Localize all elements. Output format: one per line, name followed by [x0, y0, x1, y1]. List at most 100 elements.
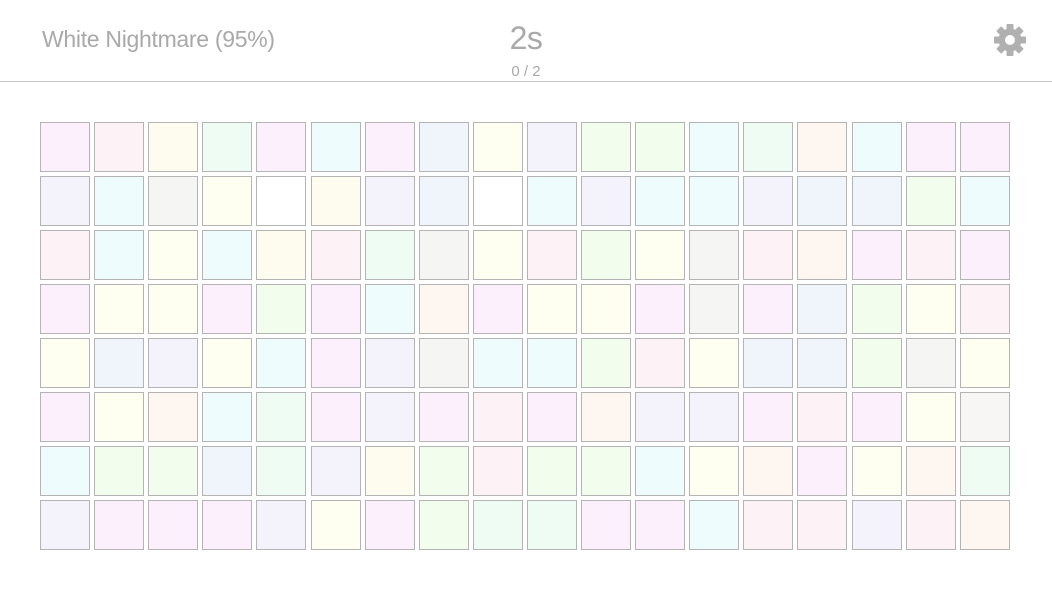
tile[interactable]: [419, 446, 469, 496]
tile[interactable]: [365, 230, 415, 280]
tile[interactable]: [419, 338, 469, 388]
tile[interactable]: [311, 176, 361, 226]
tile[interactable]: [635, 230, 685, 280]
tile[interactable]: [960, 122, 1010, 172]
tile[interactable]: [960, 446, 1010, 496]
tile[interactable]: [689, 230, 739, 280]
tile[interactable]: [256, 122, 306, 172]
tile[interactable]: [689, 500, 739, 550]
tile[interactable]: [743, 446, 793, 496]
tile[interactable]: [94, 392, 144, 442]
tile[interactable]: [419, 284, 469, 334]
tile[interactable]: [906, 230, 956, 280]
tile[interactable]: [256, 392, 306, 442]
tile[interactable]: [689, 392, 739, 442]
tile[interactable]: [311, 500, 361, 550]
tile[interactable]: [419, 500, 469, 550]
tile[interactable]: [581, 500, 631, 550]
tile[interactable]: [689, 446, 739, 496]
tile[interactable]: [202, 176, 252, 226]
tile[interactable]: [473, 338, 523, 388]
tile[interactable]: [40, 500, 90, 550]
tile[interactable]: [40, 122, 90, 172]
tile[interactable]: [689, 338, 739, 388]
tile[interactable]: [527, 392, 577, 442]
tile[interactable]: [202, 122, 252, 172]
tile[interactable]: [635, 176, 685, 226]
tile[interactable]: [419, 392, 469, 442]
tile[interactable]: [527, 122, 577, 172]
tile[interactable]: [581, 446, 631, 496]
tile[interactable]: [94, 500, 144, 550]
tile[interactable]: [960, 500, 1010, 550]
tile[interactable]: [852, 230, 902, 280]
tile[interactable]: [473, 500, 523, 550]
tile[interactable]: [40, 176, 90, 226]
tile[interactable]: [311, 392, 361, 442]
tile[interactable]: [797, 230, 847, 280]
tile[interactable]: [797, 338, 847, 388]
tile[interactable]: [94, 338, 144, 388]
tile[interactable]: [635, 284, 685, 334]
tile[interactable]: [581, 176, 631, 226]
tile[interactable]: [635, 338, 685, 388]
tile[interactable]: [743, 122, 793, 172]
tile[interactable]: [311, 446, 361, 496]
tile[interactable]: [40, 338, 90, 388]
tile[interactable]: [256, 230, 306, 280]
tile[interactable]: [473, 446, 523, 496]
tile[interactable]: [743, 392, 793, 442]
tile[interactable]: [256, 284, 306, 334]
tile[interactable]: [797, 500, 847, 550]
tile[interactable]: [797, 284, 847, 334]
tile[interactable]: [743, 500, 793, 550]
tile[interactable]: [365, 500, 415, 550]
tile[interactable]: [797, 122, 847, 172]
tile[interactable]: [148, 176, 198, 226]
tile[interactable]: [527, 338, 577, 388]
tile[interactable]: [689, 122, 739, 172]
tile[interactable]: [906, 338, 956, 388]
tile[interactable]: [202, 500, 252, 550]
tile[interactable]: [40, 230, 90, 280]
tile[interactable]: [906, 392, 956, 442]
tile[interactable]: [527, 446, 577, 496]
tile[interactable]: [635, 392, 685, 442]
tile[interactable]: [94, 284, 144, 334]
tile[interactable]: [797, 176, 847, 226]
tile[interactable]: [527, 284, 577, 334]
tile[interactable]: [311, 230, 361, 280]
tile[interactable]: [473, 176, 523, 226]
tile[interactable]: [635, 122, 685, 172]
tile[interactable]: [148, 392, 198, 442]
tile[interactable]: [365, 176, 415, 226]
tile[interactable]: [365, 392, 415, 442]
tile[interactable]: [311, 284, 361, 334]
tile[interactable]: [419, 176, 469, 226]
tile[interactable]: [473, 284, 523, 334]
tile[interactable]: [906, 500, 956, 550]
tile[interactable]: [311, 338, 361, 388]
tile[interactable]: [852, 446, 902, 496]
tile[interactable]: [365, 338, 415, 388]
tile[interactable]: [852, 284, 902, 334]
tile[interactable]: [148, 284, 198, 334]
tile[interactable]: [311, 122, 361, 172]
tile[interactable]: [581, 230, 631, 280]
tile[interactable]: [202, 338, 252, 388]
tile[interactable]: [365, 446, 415, 496]
tile[interactable]: [852, 122, 902, 172]
tile[interactable]: [202, 392, 252, 442]
tile[interactable]: [473, 122, 523, 172]
tile[interactable]: [581, 338, 631, 388]
tile[interactable]: [960, 392, 1010, 442]
tile[interactable]: [40, 392, 90, 442]
tile[interactable]: [94, 230, 144, 280]
tile[interactable]: [365, 122, 415, 172]
tile[interactable]: [797, 392, 847, 442]
tile[interactable]: [256, 176, 306, 226]
tile[interactable]: [419, 230, 469, 280]
tile[interactable]: [852, 338, 902, 388]
tile[interactable]: [743, 176, 793, 226]
tile[interactable]: [689, 284, 739, 334]
